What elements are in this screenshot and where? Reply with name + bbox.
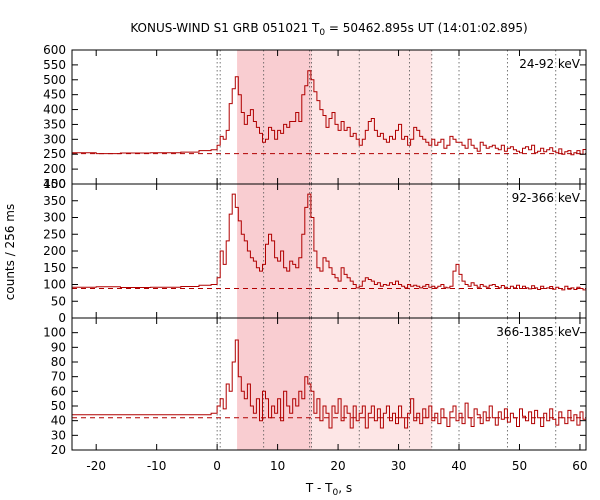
y-tick-label-1-7: 350 xyxy=(43,194,66,208)
y-tick-label-1-4: 200 xyxy=(43,244,66,258)
y-axis-label: counts / 256 ms xyxy=(3,204,17,300)
band-label-0: 24-92 keV xyxy=(519,57,581,71)
y-tick-label-1-3: 150 xyxy=(43,261,66,275)
y-tick-label-1-6: 300 xyxy=(43,211,66,225)
y-tick-label-0-5: 400 xyxy=(43,103,66,117)
chart-title: KONUS-WIND S1 GRB 051021 T0 = 50462.895s… xyxy=(130,21,527,38)
light-curve-2 xyxy=(72,339,587,429)
y-tick-label-2-6: 80 xyxy=(51,355,66,369)
y-tick-label-0-1: 200 xyxy=(43,162,66,176)
x-tick-label-8: 60 xyxy=(572,459,587,473)
y-tick-label-1-2: 100 xyxy=(43,278,66,292)
band-label-1: 92-366 keV xyxy=(512,191,581,205)
panel-frame-2 xyxy=(71,317,587,451)
x-axis-label: T - T0, s xyxy=(305,481,352,498)
light-curve-1 xyxy=(72,193,587,291)
x-tick-label-7: 50 xyxy=(512,459,527,473)
y-tick-label-0-6: 450 xyxy=(43,88,66,102)
x-tick-label-4: 20 xyxy=(330,459,345,473)
y-tick-label-2-8: 100 xyxy=(43,326,66,340)
x-tick-label-2: 0 xyxy=(213,459,221,473)
y-tick-label-0-4: 350 xyxy=(43,117,66,131)
y-tick-label-1-1: 50 xyxy=(51,294,66,308)
y-tick-label-2-1: 30 xyxy=(51,428,66,442)
band-label-2: 366-1385 keV xyxy=(496,325,580,339)
y-tick-label-2-5: 70 xyxy=(51,370,66,384)
y-tick-label-0-0: 150 xyxy=(43,177,66,191)
y-tick-label-1-8: 400 xyxy=(43,177,66,191)
x-tick-label-6: 40 xyxy=(451,459,466,473)
y-tick-label-2-4: 60 xyxy=(51,384,66,398)
y-tick-label-0-7: 500 xyxy=(43,73,66,87)
y-tick-label-0-2: 250 xyxy=(43,147,66,161)
y-tick-label-2-7: 90 xyxy=(51,340,66,354)
x-tick-label-0: -20 xyxy=(86,459,106,473)
x-tick-label-1: -10 xyxy=(147,459,167,473)
y-tick-label-0-9: 600 xyxy=(43,43,66,57)
x-tick-label-5: 30 xyxy=(391,459,406,473)
y-tick-label-2-3: 50 xyxy=(51,399,66,413)
y-tick-label-0-3: 300 xyxy=(43,132,66,146)
y-tick-label-1-0: 0 xyxy=(58,311,66,325)
shade-dark-0-0 xyxy=(237,50,312,184)
light-curve-0 xyxy=(72,70,587,156)
panel-1: 0 50 100 150 200 250 300 350 400 92-366 keV xyxy=(43,177,587,325)
y-tick-label-2-0: 20 xyxy=(51,443,66,457)
y-tick-label-0-8: 550 xyxy=(43,58,66,72)
x-tick-label-3: 10 xyxy=(270,459,285,473)
y-tick-label-1-5: 250 xyxy=(43,227,66,241)
y-tick-label-2-2: 40 xyxy=(51,414,66,428)
